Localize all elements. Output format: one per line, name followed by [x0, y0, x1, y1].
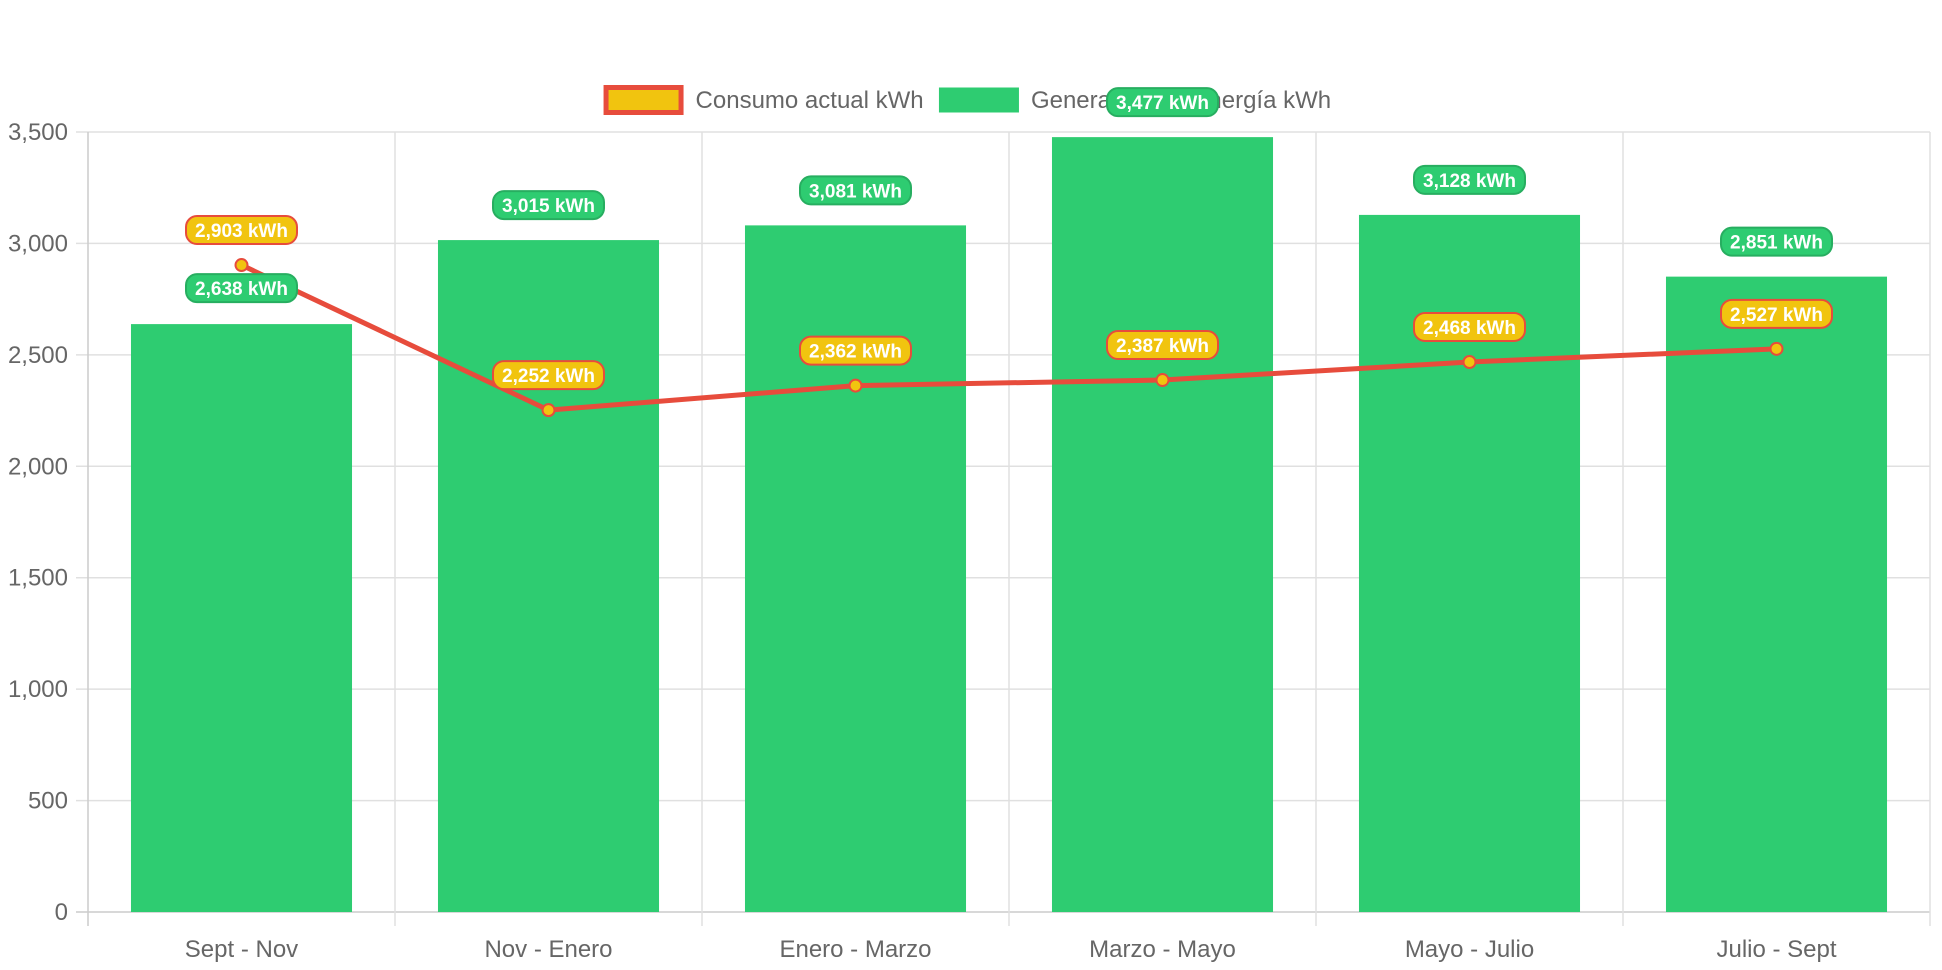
bar-value-label-bg: [185, 273, 298, 304]
y-tick-label: 2,500: [8, 342, 68, 369]
legend-swatch-generacion: [938, 87, 1019, 113]
x-axis: Sept - Nov Nov - Enero Enero - Marzo Marzo …: [185, 936, 1837, 963]
line-value-label-bg: [1720, 298, 1833, 329]
y-tick-label: 500: [28, 788, 68, 815]
bar-value-label-text: 2,638 kWh: [195, 279, 288, 300]
legend-swatch-consumo: [603, 85, 684, 115]
y-axis: 0 500 1,000 1,500 2,000 2,500 3,000 3,500: [8, 119, 68, 926]
x-tick-label: Enero - Marzo: [779, 936, 931, 963]
bar-value-label-bg: [799, 175, 912, 206]
y-tick-label: 0: [55, 899, 68, 926]
bar-value-label-bg: [1720, 226, 1833, 257]
line-value-label-bg: [1106, 330, 1219, 361]
bar-value-label: 3,128 kWh: [1413, 164, 1526, 195]
x-tick-label: Mayo - Julio: [1405, 936, 1534, 963]
bar-value-label-text: 3,015 kWh: [502, 196, 595, 217]
line-point[interactable]: [234, 258, 249, 273]
bar[interactable]: [1051, 137, 1274, 912]
line-value-label: 2,252 kWh: [492, 360, 605, 391]
line-value-label-text: 2,903 kWh: [195, 221, 288, 242]
bar-series: [130, 137, 1888, 913]
line-value-label: 2,362 kWh: [799, 335, 912, 366]
bar[interactable]: [1665, 276, 1888, 912]
bar-value-label: 3,081 kWh: [799, 175, 912, 206]
x-tick-label: Julio - Sept: [1716, 936, 1836, 963]
line-point[interactable]: [1769, 341, 1784, 356]
line-value-label-text: 2,527 kWh: [1730, 305, 1823, 326]
bar-value-label-bg: [492, 190, 605, 221]
line-value-label-bg: [1413, 311, 1526, 342]
bar-value-label-bg: [1413, 164, 1526, 195]
gridlines: [76, 131, 1931, 926]
line-value-label-text: 2,252 kWh: [502, 366, 595, 387]
bar[interactable]: [437, 240, 660, 913]
bar-value-label-text: 3,477 kWh: [1116, 93, 1209, 114]
line-value-label-bg: [185, 215, 298, 246]
line-value-label: 2,903 kWh: [185, 215, 298, 246]
line-value-label-bg: [492, 360, 605, 391]
y-tick-label: 3,500: [8, 119, 68, 146]
line-value-label-text: 2,362 kWh: [809, 342, 902, 363]
y-tick-label: 1,000: [8, 676, 68, 703]
bar-value-label-text: 2,851 kWh: [1730, 233, 1823, 254]
line-point[interactable]: [1462, 354, 1477, 369]
data-labels: 2,638 kWh 3,015 kWh 3,081 kWh 3,477 kWh 3,12…: [185, 87, 1833, 391]
line-value-label: 2,387 kWh: [1106, 330, 1219, 361]
y-tick-label: 1,500: [8, 565, 68, 592]
legend-label-consumo: Consumo actual kWh: [696, 87, 924, 114]
bar-value-label: 2,851 kWh: [1720, 226, 1833, 257]
x-tick-label: Marzo - Mayo: [1089, 936, 1236, 963]
y-tick-label: 3,000: [8, 230, 68, 257]
y-tick-label: 2,000: [8, 453, 68, 480]
line-value-label-bg: [799, 335, 912, 366]
bar-value-label: 3,015 kWh: [492, 190, 605, 221]
line-point[interactable]: [848, 378, 863, 393]
bar-value-label-text: 3,081 kWh: [809, 181, 902, 202]
bar-value-label-text: 3,128 kWh: [1423, 171, 1516, 192]
line-point[interactable]: [541, 403, 556, 418]
bar-value-label: 2,638 kWh: [185, 273, 298, 304]
bar[interactable]: [744, 225, 967, 912]
bar[interactable]: [130, 324, 353, 912]
bar-value-label: 3,477 kWh: [1106, 87, 1219, 118]
line-value-label: 2,468 kWh: [1413, 311, 1526, 342]
line-value-label-text: 2,387 kWh: [1116, 336, 1209, 357]
legend-item-consumo[interactable]: Consumo actual kWh: [603, 85, 924, 115]
line-point[interactable]: [1155, 373, 1170, 388]
line-value-label: 2,527 kWh: [1720, 298, 1833, 329]
x-tick-label: Nov - Enero: [484, 936, 612, 963]
line-value-label-text: 2,468 kWh: [1423, 318, 1516, 339]
bar-value-label-bg: [1106, 87, 1219, 118]
x-tick-label: Sept - Nov: [185, 936, 298, 963]
